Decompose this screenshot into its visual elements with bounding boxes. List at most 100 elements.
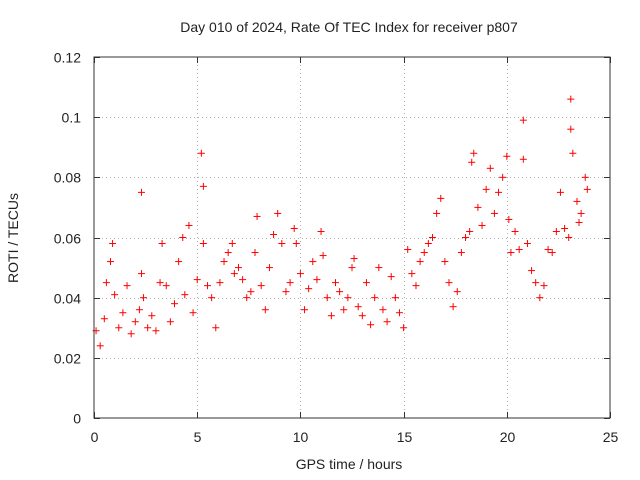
y-tick-label: 0.12: [54, 50, 81, 66]
data-point: [119, 309, 127, 317]
data-point: [166, 318, 174, 326]
chart-title: Day 010 of 2024, Rate Of TEC Index for r…: [180, 19, 518, 35]
data-point: [197, 149, 205, 157]
data-point: [257, 282, 265, 290]
data-point: [296, 270, 304, 278]
data-point: [536, 294, 544, 302]
data-point: [503, 152, 511, 160]
data-point: [336, 288, 344, 296]
data-point: [278, 240, 286, 248]
data-point: [319, 252, 327, 260]
data-point: [181, 291, 189, 299]
data-point: [567, 125, 575, 133]
data-point: [199, 240, 207, 248]
data-point: [327, 312, 335, 320]
data-point: [354, 303, 362, 311]
data-point: [344, 294, 352, 302]
data-point: [474, 203, 482, 211]
data-point: [144, 324, 152, 332]
data-point: [115, 324, 123, 332]
data-point: [532, 279, 540, 287]
data-point: [290, 224, 298, 232]
data-point: [96, 342, 104, 350]
data-point: [301, 306, 309, 314]
data-point: [424, 240, 432, 248]
data-point: [111, 291, 119, 299]
data-point: [556, 188, 564, 196]
y-tick-label: 0.1: [62, 110, 82, 126]
data-point: [158, 240, 166, 248]
data-point: [507, 249, 515, 257]
data-point: [131, 318, 139, 326]
data-point: [234, 264, 242, 272]
data-point: [400, 324, 408, 332]
data-point: [468, 158, 476, 166]
data-point: [519, 116, 527, 124]
data-point: [453, 288, 461, 296]
data-point: [189, 309, 197, 317]
data-point: [540, 282, 548, 290]
data-point: [179, 234, 187, 241]
data-point: [565, 234, 573, 241]
data-point: [170, 300, 178, 308]
data-point: [457, 249, 465, 257]
y-tick-label: 0.08: [54, 170, 81, 186]
x-axis-label: GPS time / hours: [296, 456, 403, 472]
data-point: [561, 224, 569, 232]
data-point: [305, 285, 313, 293]
data-point: [199, 182, 207, 190]
data-point: [583, 185, 591, 193]
data-point: [552, 227, 560, 235]
data-point: [317, 227, 325, 235]
data-point: [100, 315, 108, 323]
data-point: [428, 234, 436, 241]
data-point: [162, 282, 170, 290]
data-point: [437, 194, 445, 202]
data-point: [404, 246, 412, 254]
data-point: [412, 282, 420, 290]
data-point: [462, 234, 470, 241]
data-point: [490, 209, 498, 217]
data-point: [265, 264, 273, 272]
data-point: [470, 149, 478, 157]
data-point: [449, 303, 457, 311]
data-point: [544, 246, 552, 254]
data-point: [340, 306, 348, 314]
data-point: [515, 246, 523, 254]
data-point: [379, 306, 387, 314]
data-point: [581, 173, 589, 181]
data-point: [247, 288, 255, 296]
data-point: [519, 155, 527, 163]
data-point: [137, 188, 145, 196]
data-point: [135, 306, 143, 314]
data-point: [528, 267, 536, 275]
data-point: [495, 188, 503, 196]
data-point: [239, 276, 247, 284]
data-point: [107, 258, 115, 266]
data-point: [466, 227, 474, 235]
data-point: [152, 327, 160, 335]
y-tick-label: 0.04: [54, 291, 81, 307]
data-point: [371, 294, 379, 302]
data-point: [212, 324, 220, 332]
data-point: [573, 197, 581, 205]
data-point: [499, 173, 507, 181]
data-point: [102, 279, 110, 287]
y-tick-label: 0: [73, 411, 81, 427]
data-point: [253, 212, 261, 220]
data-point: [575, 218, 583, 226]
data-point: [577, 209, 585, 217]
data-point: [286, 279, 294, 287]
x-tick-label: 20: [500, 429, 516, 445]
x-tick-label: 10: [293, 429, 309, 445]
y-axis-label: ROTI / TECUs: [5, 193, 21, 283]
data-point: [274, 209, 282, 217]
data-point: [367, 321, 375, 329]
data-point: [358, 312, 366, 320]
data-point: [156, 279, 164, 287]
data-point: [204, 282, 212, 290]
data-point: [243, 294, 251, 302]
data-point: [148, 312, 156, 320]
data-point: [208, 294, 216, 302]
